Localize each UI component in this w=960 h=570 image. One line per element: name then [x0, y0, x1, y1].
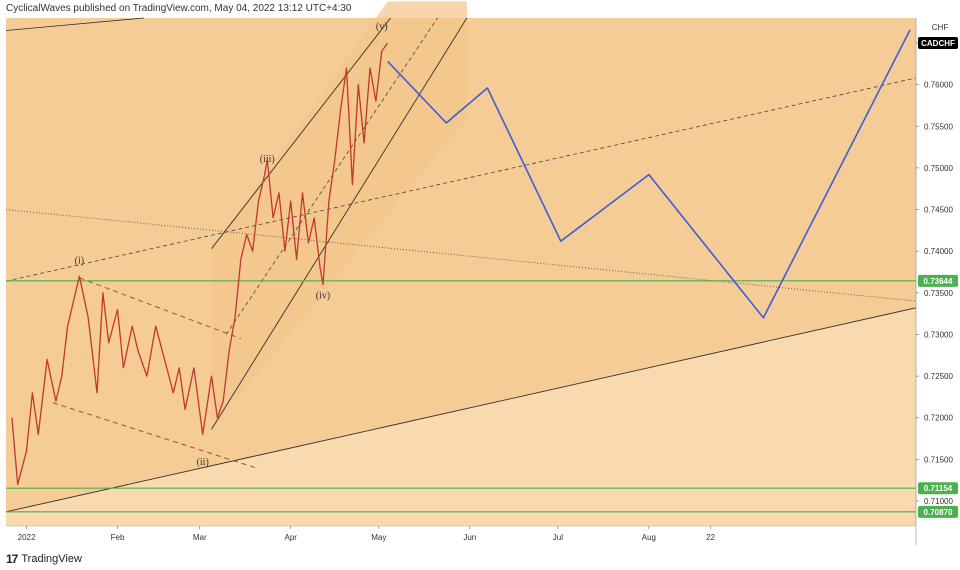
x-tick-label-1: Feb: [111, 533, 125, 542]
lower-long-term-trendline: [5, 307, 917, 513]
brand-name[interactable]: TradingView: [21, 553, 82, 565]
wave-label-1: (ii): [197, 457, 209, 468]
wave-label-3: (iv): [316, 291, 330, 302]
x-tick-label-6: Jul: [553, 533, 563, 542]
publish-line: CyclicalWaves published on TradingView.c…: [6, 3, 352, 14]
channel-bands: [6, 1, 916, 512]
price-level-badge-2-text: 0.70870: [924, 508, 953, 517]
price-badges: 0.73644 0.71154 0.70870 CADCHF: [918, 36, 958, 518]
price-level-badge-2-box: [918, 505, 958, 518]
trendlines: [5, 17, 917, 513]
currency-label: CHF: [932, 23, 949, 32]
projection-line: [387, 29, 911, 319]
price-axis[interactable]: 0.765000.760000.755000.750000.745000.740…: [916, 39, 953, 506]
price-level-badge-0: 0.73644: [918, 274, 958, 287]
price-series: [11, 42, 389, 486]
dotted-trendline: [5, 209, 917, 302]
footer: 17 TradingView: [6, 552, 82, 566]
wave-labels: (i) (ii) (iii) (iv) (v): [75, 22, 388, 469]
x-tick-label-3: Apr: [285, 533, 298, 542]
price-level-badge-1: 0.71154: [918, 482, 958, 495]
x-tick-label-7: Aug: [642, 533, 656, 542]
x-tick-label-4: May: [371, 533, 386, 542]
dashed-trendline-i-iii: [5, 77, 917, 282]
y-tick-label-5: 0.74000: [924, 247, 953, 256]
impulse-channel-upper: [211, 17, 391, 249]
price-level-badge-0-box: [918, 274, 958, 287]
y-tick-label-7: 0.73000: [924, 330, 953, 339]
y-tick-label-6: 0.73500: [924, 289, 953, 298]
price-level-badge-0-text: 0.73644: [924, 277, 953, 286]
time-axis[interactable]: 2022 Feb Mar Apr May Jun Jul Aug 22: [18, 526, 716, 542]
price-line: [11, 42, 389, 486]
symbol-badge-text: CADCHF: [921, 39, 955, 48]
upper-long-term-trendline: [5, 17, 145, 31]
y-tick-label-11: 0.71000: [924, 497, 953, 506]
y-tick-label-10: 0.71500: [924, 455, 953, 464]
symbol-badge: CADCHF: [918, 36, 958, 49]
x-tick-label-2: Mar: [193, 533, 207, 542]
projection-series: [387, 29, 911, 319]
impulse-channel-lower: [211, 17, 468, 430]
impulse-channel-band: [211, 1, 467, 430]
y-tick-label-2: 0.75500: [924, 122, 953, 131]
symbol-badge-box: [918, 36, 958, 49]
x-tick-label-0: 2022: [18, 533, 36, 542]
wave-label-4: (v): [376, 22, 388, 33]
y-tick-label-8: 0.72500: [924, 372, 953, 381]
wave-label-0: (i): [75, 256, 84, 267]
x-tick-label-8: 22: [706, 533, 715, 542]
price-level-badge-1-text: 0.71154: [924, 484, 953, 493]
x-tick-label-5: Jun: [463, 533, 476, 542]
y-tick-label-4: 0.74500: [924, 206, 953, 215]
price-level-badge-1-box: [918, 482, 958, 495]
wave-label-2: (iii): [260, 154, 275, 165]
price-level-badge-2: 0.70870: [918, 505, 958, 518]
flag-upper-line: [79, 277, 242, 340]
y-tick-label-3: 0.75000: [924, 164, 953, 173]
y-tick-label-1: 0.76000: [924, 81, 953, 90]
y-tick-label-9: 0.72000: [924, 414, 953, 423]
price-levels: [6, 280, 916, 513]
tradingview-logo-icon[interactable]: 17: [6, 552, 18, 566]
